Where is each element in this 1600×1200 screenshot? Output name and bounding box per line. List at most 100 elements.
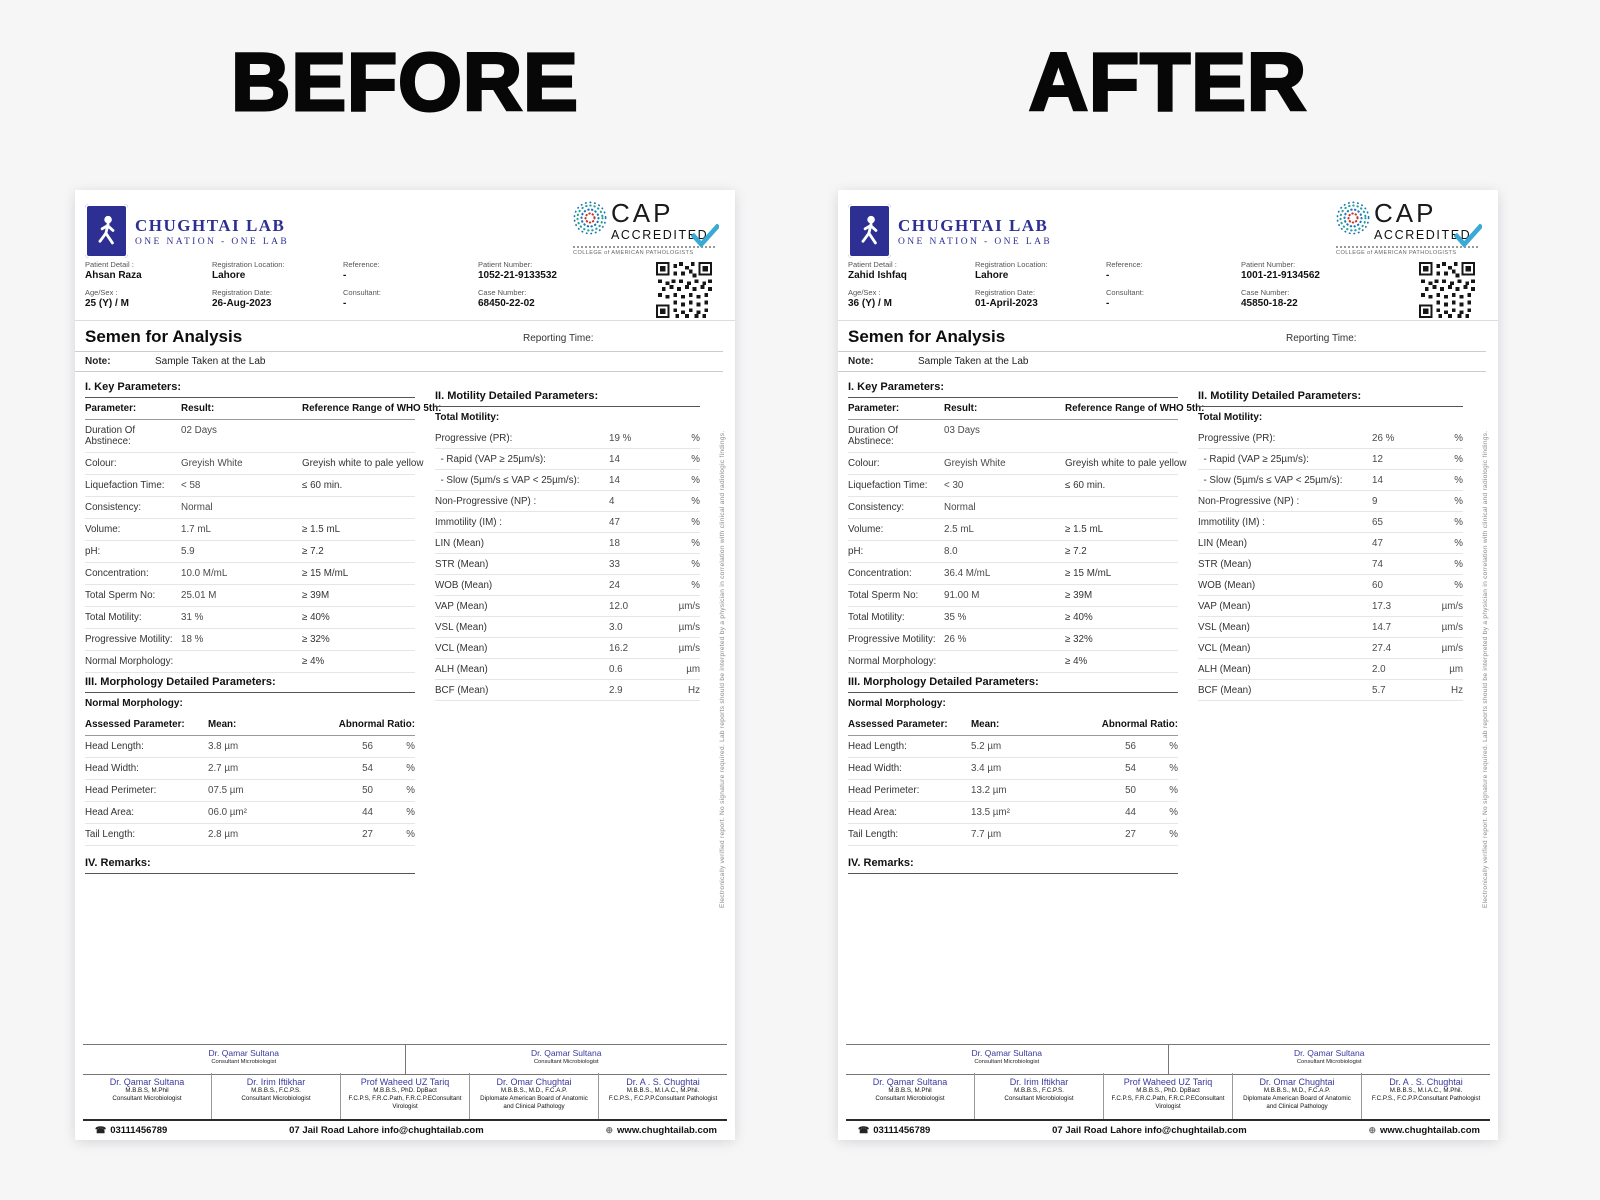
parameter-reference: ≥ 1.5 mL	[302, 524, 341, 535]
parameter-label: Normal Morphology:	[848, 656, 937, 667]
doctor-credentials: M.B.B.S, M.Phil	[888, 1087, 932, 1094]
contact-bar: ☎ 03111456789 07 Jail Road Lahore info@c…	[846, 1119, 1490, 1136]
parameter-reference: ≤ 60 min.	[302, 480, 343, 491]
unit: %	[406, 807, 415, 818]
section-heading: I. Key Parameters:	[85, 378, 415, 398]
key-parameter-row: Total Motility: 35 % ≥ 40%	[848, 607, 1178, 629]
signature-row-top: Dr. Qamar Sultana Consultant Microbiolog…	[846, 1044, 1490, 1075]
unit: %	[691, 495, 700, 507]
cap-accredited-label: ACCREDITED	[1374, 228, 1472, 242]
abnormal-ratio-value: 44	[1125, 807, 1136, 818]
patient-field-label: Case Number:	[478, 288, 527, 297]
parameter-value: 2.9	[609, 684, 623, 696]
walking-person-icon	[861, 215, 877, 245]
signatory: Dr. Qamar Sultana Consultant Microbiolog…	[404, 1045, 728, 1074]
unit: µm/s	[1441, 642, 1463, 654]
parameter-mean: 7.7 µm	[971, 829, 1002, 840]
unit: µm/s	[1441, 621, 1463, 633]
parameter-value: 12.0	[609, 600, 629, 612]
column-header: Result:	[181, 403, 215, 414]
unit: %	[1169, 785, 1178, 796]
doctor-credentials: M.B.B.S., M.D., F.C.A.P.	[500, 1087, 568, 1094]
parameter-label: Head Area:	[85, 807, 135, 818]
parameter-label: Progressive Motility:	[85, 634, 173, 645]
unit: %	[691, 537, 700, 549]
patient-field-value: 45850-18-22	[1241, 298, 1298, 309]
parameter-result: < 30	[944, 480, 964, 491]
doctor-credentials: M.B.B.S., M.I.A.C., M.Phil.	[626, 1087, 700, 1094]
globe-icon: ⊕	[605, 1125, 614, 1135]
doctor-credentials: M.B.B.S., M.I.A.C., M.Phil.	[1389, 1087, 1463, 1094]
motility-row: VSL (Mean) 14.7 µm/s	[1198, 617, 1463, 638]
doctor-credentials: M.B.B.S., PhD. DpBact	[1136, 1087, 1200, 1094]
parameter-label: STR (Mean)	[1198, 558, 1252, 570]
doctor-name: Prof Waheed UZ Tariq	[1123, 1077, 1213, 1087]
signatory: Dr. Irim Iftikhar M.B.B.S., F.C.P.S. Cons…	[974, 1073, 1103, 1119]
key-parameter-row: Colour: Greyish White Greyish white to p…	[85, 453, 423, 475]
parameter-mean: 07.5 µm	[208, 785, 244, 796]
motility-row: STR (Mean) 33 %	[435, 554, 700, 575]
morphology-row: Tail Length: 2.8 µm 27 %	[85, 824, 415, 846]
morphology-row: Head Perimeter: 13.2 µm 50 %	[848, 780, 1178, 802]
parameter-value: 27.4	[1372, 642, 1392, 654]
unit: Hz	[688, 684, 700, 696]
abnormal-ratio-value: 54	[362, 763, 373, 774]
parameter-label: WOB (Mean)	[435, 579, 493, 591]
parameter-reference: Greyish white to pale yellow	[302, 458, 424, 469]
parameter-reference: ≥ 40%	[1065, 612, 1093, 623]
verification-side-note: Electronically verified report. No signa…	[1482, 430, 1489, 908]
section-heading: II. Motility Detailed Parameters:	[1198, 387, 1463, 407]
parameter-label: LIN (Mean)	[1198, 537, 1247, 549]
column-header: Assessed Parameter:	[85, 719, 185, 730]
doctor-name: Dr. Qamar Sultana	[872, 1077, 948, 1087]
patient-field-value: Zahid Ishfaq	[848, 270, 907, 281]
unit: %	[1169, 741, 1178, 752]
subsection-heading: Total Motility:	[435, 412, 500, 423]
parameter-value: 47	[1372, 537, 1383, 549]
cap-dots-icon	[573, 201, 607, 235]
unit: %	[1454, 516, 1463, 528]
note-text: Sample Taken at the Lab	[918, 356, 1029, 367]
cap-college-label: COLLEGE of AMERICAN PATHOLOGISTS	[1336, 246, 1478, 256]
parameter-reference	[1065, 502, 1178, 513]
doctor-credentials: Consultant Microbiologist	[875, 1095, 945, 1103]
section-heading: III. Morphology Detailed Parameters:	[85, 673, 415, 693]
key-parameter-row: Liquefaction Time: < 30 ≤ 60 min.	[848, 475, 1178, 497]
unit: %	[1169, 807, 1178, 818]
header-divider	[838, 320, 1498, 321]
motility-row: ALH (Mean) 2.0 µm	[1198, 659, 1463, 680]
column-header: Result:	[944, 403, 978, 414]
parameter-result: Greyish White	[181, 458, 243, 469]
patient-field-label: Registration Date:	[975, 288, 1036, 297]
brand-name: CHUGHTAI LAB	[135, 216, 286, 235]
patient-field: Registration Date: 26-Aug-2023	[212, 288, 343, 309]
parameter-result	[181, 656, 302, 667]
note-row: Note: Sample Taken at the Lab	[75, 351, 723, 372]
chughtai-lab-logo	[85, 204, 128, 258]
doctor-credentials: F.C.P.S., F.C.P.P.Consultant Pathologist	[1371, 1095, 1481, 1103]
parameter-label: Immotility (IM) :	[1198, 516, 1265, 528]
parameter-value: 19 %	[609, 432, 632, 444]
signatory: Dr. A . S. Chughtai M.B.B.S., M.I.A.C., …	[598, 1073, 727, 1119]
abnormal-ratio-value: 54	[1125, 763, 1136, 774]
parameter-label: VCL (Mean)	[1198, 642, 1251, 654]
parameter-label: VSL (Mean)	[1198, 621, 1250, 633]
website-url: www.chughtailab.com	[617, 1125, 717, 1136]
doctor-name: Dr. A . S. Chughtai	[1389, 1077, 1463, 1087]
doctor-credentials: and Clinical Pathology	[503, 1103, 565, 1111]
unit: %	[1169, 763, 1178, 774]
parameter-reference: ≥ 1.5 mL	[1065, 524, 1104, 535]
doctor-name: Dr. Omar Chughtai	[1259, 1077, 1335, 1087]
morphology-row: Head Area: 13.5 µm² 44 %	[848, 802, 1178, 824]
section-heading: IV. Remarks:	[848, 854, 1178, 874]
parameter-label: Duration Of Abstinece:	[85, 425, 136, 447]
unit: %	[691, 558, 700, 570]
parameter-reference: ≥ 4%	[302, 656, 325, 667]
cap-accredited-logo: CAP ACCREDITED COLLEGE of AMERICAN PATHO…	[1336, 200, 1482, 256]
patient-field-label: Consultant:	[1106, 288, 1144, 297]
parameter-label: WOB (Mean)	[1198, 579, 1256, 591]
patient-field: Patient Number: 1001-21-9134562	[1241, 260, 1413, 281]
report-body: I. Key Parameters: Parameter: Result: Re…	[85, 378, 715, 874]
motility-row: - Rapid (VAP ≥ 25µm/s): 14 %	[435, 449, 700, 470]
